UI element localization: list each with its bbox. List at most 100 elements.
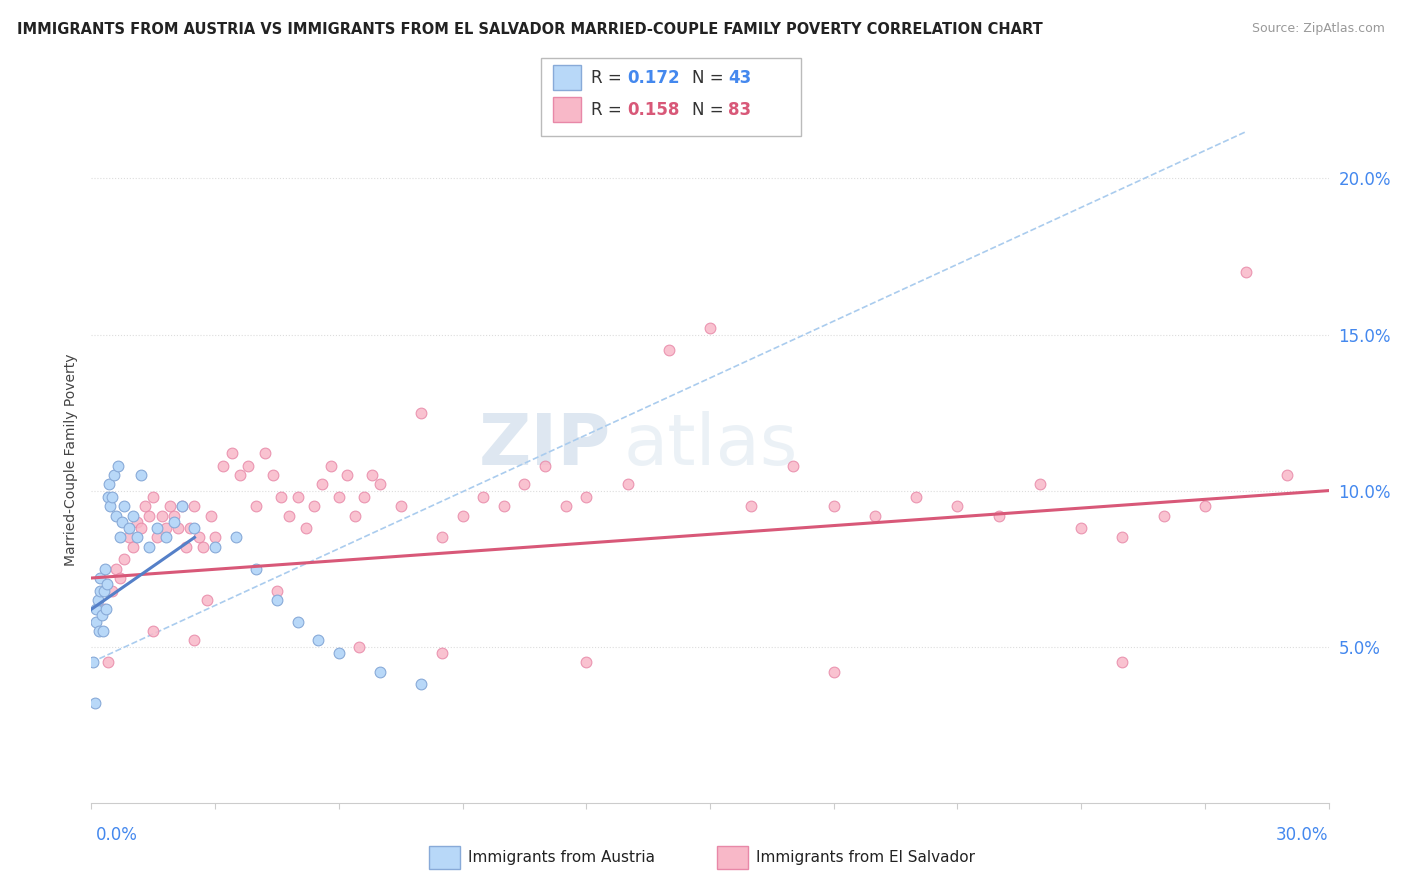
Point xyxy=(225,530,247,544)
Point xyxy=(863,508,886,523)
Point xyxy=(195,592,218,607)
Point xyxy=(121,540,143,554)
Point xyxy=(86,592,108,607)
Point xyxy=(200,508,222,523)
Point xyxy=(96,577,118,591)
Point xyxy=(121,508,143,523)
Point xyxy=(492,500,515,514)
Text: Immigrants from El Salvador: Immigrants from El Salvador xyxy=(756,850,976,864)
Point xyxy=(90,608,112,623)
Point xyxy=(155,530,177,544)
Point xyxy=(204,530,226,544)
Point xyxy=(451,508,474,523)
Point xyxy=(328,490,350,504)
Point xyxy=(110,530,132,544)
Point xyxy=(336,467,359,482)
Point xyxy=(191,540,214,554)
Point xyxy=(110,571,132,585)
Point xyxy=(112,552,135,566)
Point xyxy=(344,508,367,523)
Point xyxy=(172,500,194,514)
Point xyxy=(411,677,433,691)
Point xyxy=(134,500,156,514)
Point xyxy=(245,500,267,514)
Point xyxy=(97,490,120,504)
Point xyxy=(987,508,1010,523)
Point xyxy=(740,500,762,514)
Point xyxy=(117,521,139,535)
Point xyxy=(534,458,557,473)
Point xyxy=(138,508,160,523)
Point xyxy=(349,640,371,654)
Text: ZIP: ZIP xyxy=(479,411,612,480)
Point xyxy=(105,562,128,576)
Point xyxy=(1234,265,1257,279)
Point xyxy=(353,490,375,504)
Point xyxy=(782,458,804,473)
Point xyxy=(125,530,148,544)
Point xyxy=(823,500,845,514)
Point xyxy=(129,521,152,535)
Text: 0.158: 0.158 xyxy=(627,101,679,119)
Point xyxy=(93,583,115,598)
Point xyxy=(179,521,201,535)
Point xyxy=(266,592,288,607)
Point xyxy=(204,540,226,554)
Point xyxy=(221,446,243,460)
Point xyxy=(368,477,391,491)
Text: Immigrants from Austria: Immigrants from Austria xyxy=(468,850,655,864)
Point xyxy=(125,515,148,529)
Point xyxy=(278,508,301,523)
Text: 43: 43 xyxy=(728,69,752,87)
Text: Source: ZipAtlas.com: Source: ZipAtlas.com xyxy=(1251,22,1385,36)
Point xyxy=(138,540,160,554)
Point xyxy=(98,500,121,514)
Text: R =: R = xyxy=(591,69,627,87)
Point xyxy=(389,500,412,514)
Point xyxy=(117,530,139,544)
Point xyxy=(172,500,194,514)
Point xyxy=(91,624,114,639)
Point xyxy=(89,571,111,585)
Point xyxy=(212,458,235,473)
Point xyxy=(129,467,152,482)
Point xyxy=(155,521,177,535)
Point xyxy=(93,602,115,616)
Point xyxy=(1029,477,1052,491)
Point xyxy=(411,405,433,420)
Point xyxy=(905,490,928,504)
Point xyxy=(83,696,105,710)
Point xyxy=(93,562,115,576)
Point xyxy=(163,515,186,529)
Point xyxy=(142,624,165,639)
Point xyxy=(1070,521,1092,535)
Point xyxy=(616,477,638,491)
Point xyxy=(146,530,169,544)
Point xyxy=(245,562,267,576)
Point xyxy=(97,477,120,491)
Point xyxy=(112,500,135,514)
Point xyxy=(1111,530,1133,544)
Point xyxy=(311,477,333,491)
Point xyxy=(183,500,205,514)
Point xyxy=(262,467,284,482)
Point xyxy=(86,602,108,616)
Point xyxy=(1277,467,1299,482)
Point xyxy=(187,530,209,544)
Point xyxy=(146,521,169,535)
Point xyxy=(302,500,325,514)
Point xyxy=(360,467,382,482)
Point xyxy=(183,521,205,535)
Point xyxy=(89,583,111,598)
Point xyxy=(287,490,309,504)
Point xyxy=(1194,500,1216,514)
Point xyxy=(159,500,181,514)
Point xyxy=(575,655,598,669)
Point xyxy=(101,583,124,598)
Point xyxy=(183,633,205,648)
Point xyxy=(513,477,536,491)
Point xyxy=(87,624,110,639)
Point xyxy=(97,655,120,669)
Text: N =: N = xyxy=(692,69,728,87)
Point xyxy=(82,655,104,669)
